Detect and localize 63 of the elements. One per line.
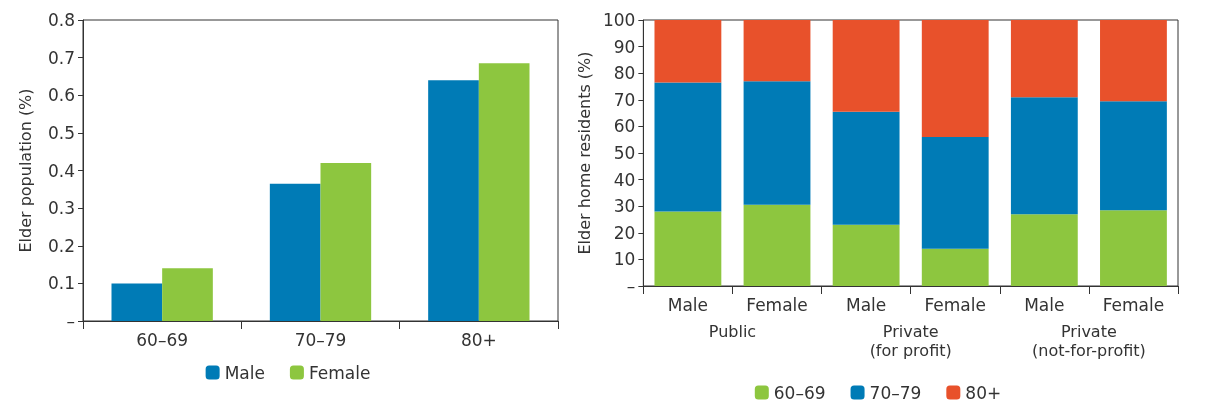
bar [832, 111, 900, 225]
bar [743, 20, 811, 82]
y-tick-label: 0.4 [47, 160, 75, 181]
bar [1010, 97, 1078, 215]
y-tick-label: 0.3 [47, 198, 75, 219]
x-tick-label: 70–79 [294, 329, 347, 350]
bar [162, 268, 213, 321]
bar [1100, 20, 1167, 102]
y-tick-label: 0.5 [47, 122, 75, 143]
y-tick-label: 0.1 [47, 273, 75, 294]
bar [428, 80, 479, 321]
y-tick-label: 60 [613, 116, 636, 137]
y-tick-label: 0.2 [47, 235, 75, 256]
x-tick-label: Male [667, 294, 709, 315]
bar [1010, 214, 1078, 286]
bar [921, 20, 989, 138]
y-tick-label: 90 [613, 36, 636, 57]
bar [269, 183, 321, 321]
x-tick-label: 80+ [460, 329, 497, 350]
bar [832, 224, 900, 286]
bar [1010, 20, 1078, 98]
x-tick-label: Female [1102, 294, 1165, 315]
bar [654, 20, 722, 83]
x-tick-label: Male [845, 294, 887, 315]
y-tick-label: 20 [613, 222, 636, 243]
x-tick-label: Male [1024, 294, 1065, 315]
bar [478, 63, 530, 321]
x-tick-label: Female [924, 294, 986, 315]
y-tick-label: 50 [613, 143, 636, 163]
bar [654, 82, 722, 212]
legend-label: 60–69 [773, 382, 826, 403]
bar [1100, 101, 1167, 211]
y-tick-label: – [626, 276, 636, 296]
legend-label: 80+ [965, 382, 1002, 403]
bar [1100, 210, 1167, 286]
y-tick-label: 80 [613, 63, 636, 84]
legend-label: Female [308, 362, 371, 383]
y-tick-label: 10 [613, 249, 636, 270]
bar [921, 137, 989, 249]
y-tick-label: 0.8 [47, 10, 75, 30]
y-axis-title: Elder home residents (%) [574, 51, 594, 255]
bar [743, 81, 811, 205]
bar [320, 162, 372, 321]
text: Public [708, 322, 757, 341]
bar [921, 248, 989, 286]
bar [743, 204, 811, 286]
y-tick-label: – [66, 311, 75, 331]
x-tick-label: 60–69 [136, 329, 189, 350]
text: Private (for profit) [869, 322, 952, 360]
bar [654, 211, 722, 286]
text: Private (not-for-profit) [1032, 322, 1146, 360]
y-tick-label: 30 [613, 196, 636, 217]
y-tick-label: 100 [602, 10, 636, 30]
y-tick-label: 0.6 [47, 85, 75, 106]
bar [111, 283, 163, 321]
legend-label: 70–79 [869, 382, 922, 403]
y-tick-label: 70 [613, 89, 636, 110]
legend-label: Male [224, 362, 265, 383]
x-tick-label: Female [746, 294, 808, 315]
y-tick-label: 40 [613, 169, 636, 190]
y-axis-title: Elder population (%) [15, 88, 35, 253]
y-tick-label: 0.7 [47, 47, 75, 68]
bar [832, 20, 900, 112]
